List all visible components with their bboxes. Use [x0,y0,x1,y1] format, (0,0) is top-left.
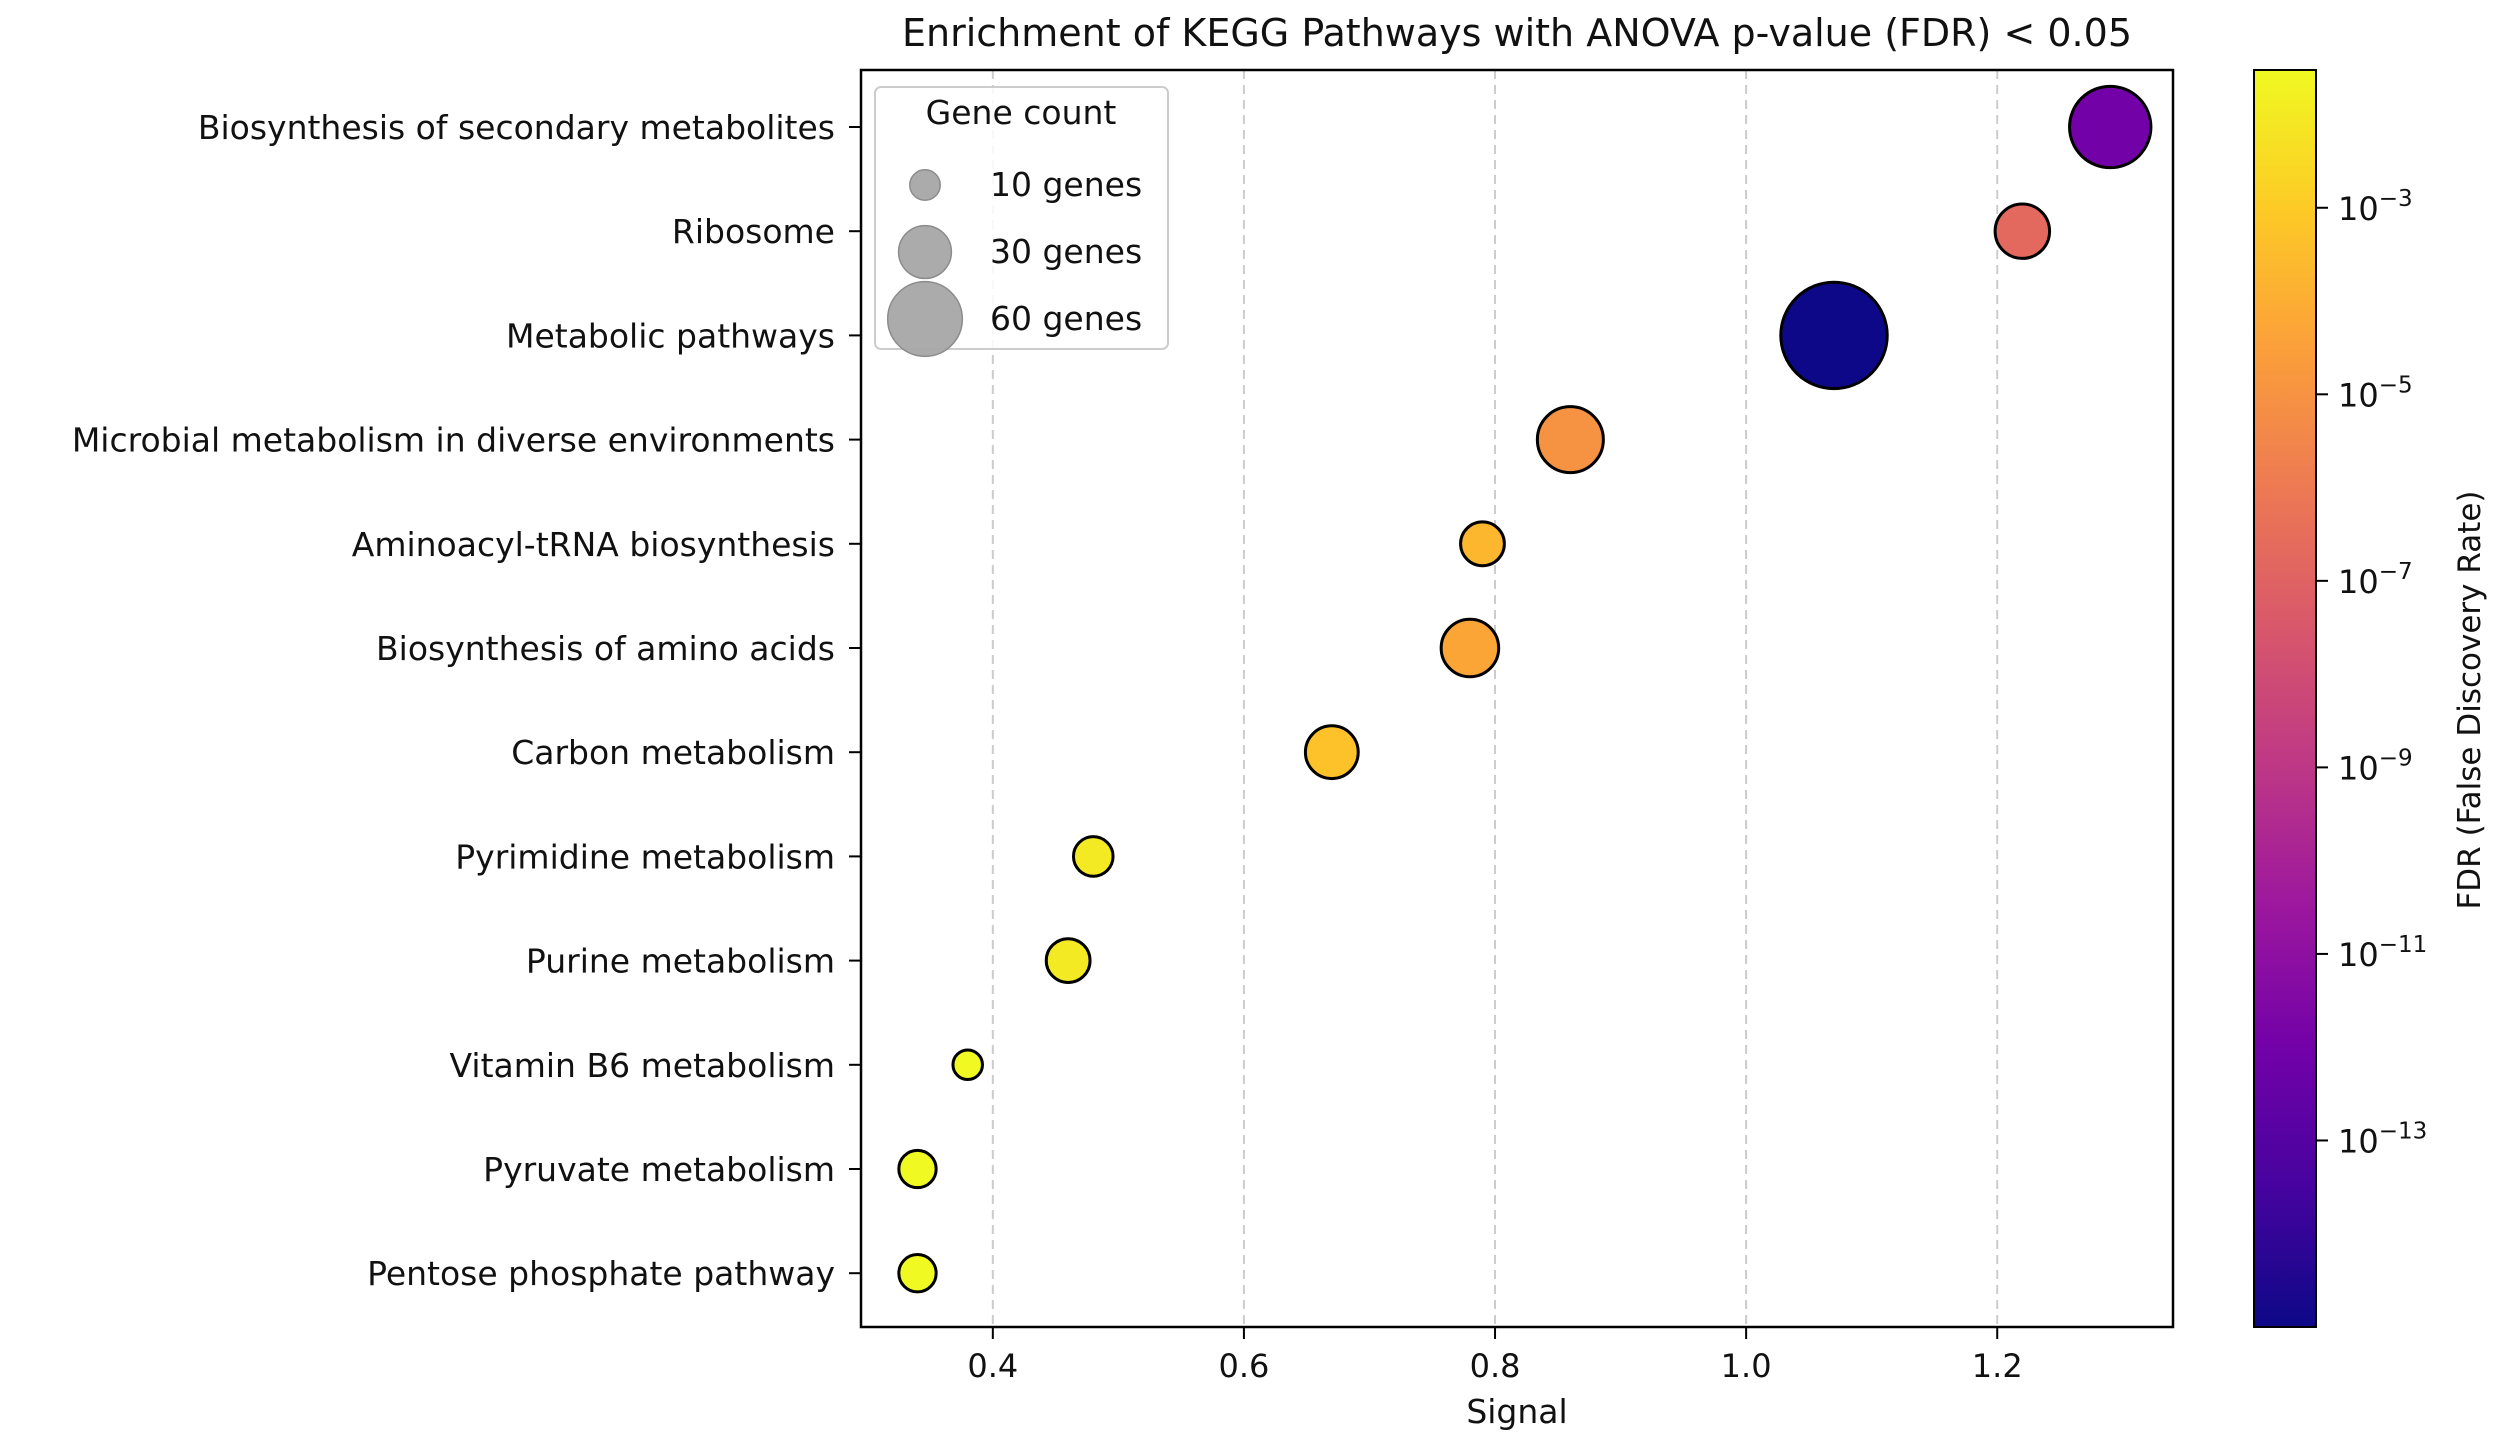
y-tick-label: Biosynthesis of secondary metabolites [198,108,835,147]
colorbar-tick-base: 10 [2338,936,2379,974]
colorbar-label: FDR (False Discovery Rate) [2452,490,2488,909]
data-point [1071,835,1115,878]
data-point [1439,617,1501,679]
data-point [2068,84,2153,170]
colorbar-gradient [2253,69,2317,1328]
y-tick-label: Pyrimidine metabolism [455,837,835,876]
scatter-points [897,84,2153,1294]
colorbar-tick-exponent: −13 [2379,1118,2428,1144]
y-tick-label: Vitamin B6 metabolism [450,1046,835,1085]
colorbar-tick-label: 10−5 [2338,372,2413,414]
plot-area-frame [859,68,2175,1329]
colorbar-tick-exponent: −7 [2379,559,2413,585]
colorbar-tick-exponent: −3 [2379,186,2413,212]
y-tick-label: Carbon metabolism [511,733,835,772]
colorbar-tick-exponent: −9 [2379,745,2413,771]
y-tick-label: Metabolic pathways [506,316,835,355]
colorbar-tick-base: 10 [2338,563,2379,601]
chart-title: Enrichment of KEGG Pathways with ANOVA p… [902,11,2132,55]
x-tick-label: 0.6 [1218,1347,1269,1385]
colorbar-tick-exponent: −5 [2379,372,2413,398]
y-tick-label: Microbial metabolism in diverse environm… [72,421,835,460]
x-tick-label: 0.4 [967,1347,1018,1385]
colorbar-tick-exponent: −11 [2379,932,2428,958]
data-point [897,1148,938,1190]
legend-label: 30 genes [990,232,1142,271]
x-axis: 0.4 0.6 0.8 1.0 1.2 [967,1327,2023,1385]
legend-title: Gene count [926,93,1117,132]
y-tick-label: Aminoacyl-tRNA biosynthesis [352,525,835,564]
x-tick-label: 0.8 [1470,1347,1521,1385]
legend: Gene count 10 genes 30 genes 60 genes [874,86,1169,358]
data-point [951,1048,984,1082]
colorbar-tick-base: 10 [2338,749,2379,787]
x-tick-label: 1.2 [1972,1347,2023,1385]
legend-marker [886,280,964,358]
y-tick-label: Pyruvate metabolism [483,1150,835,1189]
legend-entries: 10 genes 30 genes 60 genes [886,165,1142,358]
y-tick-label: Biosynthesis of amino acids [376,629,835,668]
data-point [1459,520,1506,568]
colorbar-tick-base: 10 [2338,190,2379,228]
colorbar-tick-base: 10 [2338,1122,2379,1160]
legend-marker [897,224,953,280]
data-point [1044,937,1092,984]
colorbar-tick-label: 10−7 [2338,559,2413,601]
data-point [1993,202,2052,260]
data-point [1535,405,1605,475]
y-axis: Biosynthesis of secondary metabolites Rib… [72,108,861,1293]
colorbar-tick-base: 10 [2338,376,2379,414]
y-tick-label: Purine metabolism [526,942,835,981]
legend-marker [909,169,941,201]
y-tick-label: Ribosome [672,212,835,251]
legend-box [874,86,1169,350]
colorbar-tick-label: 10−11 [2338,932,2427,974]
colorbar-tick-label: 10−9 [2338,745,2413,787]
colorbar-tick-label: 10−3 [2338,186,2413,228]
x-axis-label: Signal [1466,1392,1567,1431]
colorbar-tick-label: 10−13 [2338,1118,2427,1160]
data-point [1303,724,1360,781]
data-point [897,1253,938,1294]
x-tick-label: 1.0 [1721,1347,1772,1385]
data-point [1779,280,1889,391]
y-tick-label: Pentose phosphate pathway [367,1254,835,1293]
legend-label: 10 genes [990,165,1142,204]
legend-label: 60 genes [990,299,1142,338]
